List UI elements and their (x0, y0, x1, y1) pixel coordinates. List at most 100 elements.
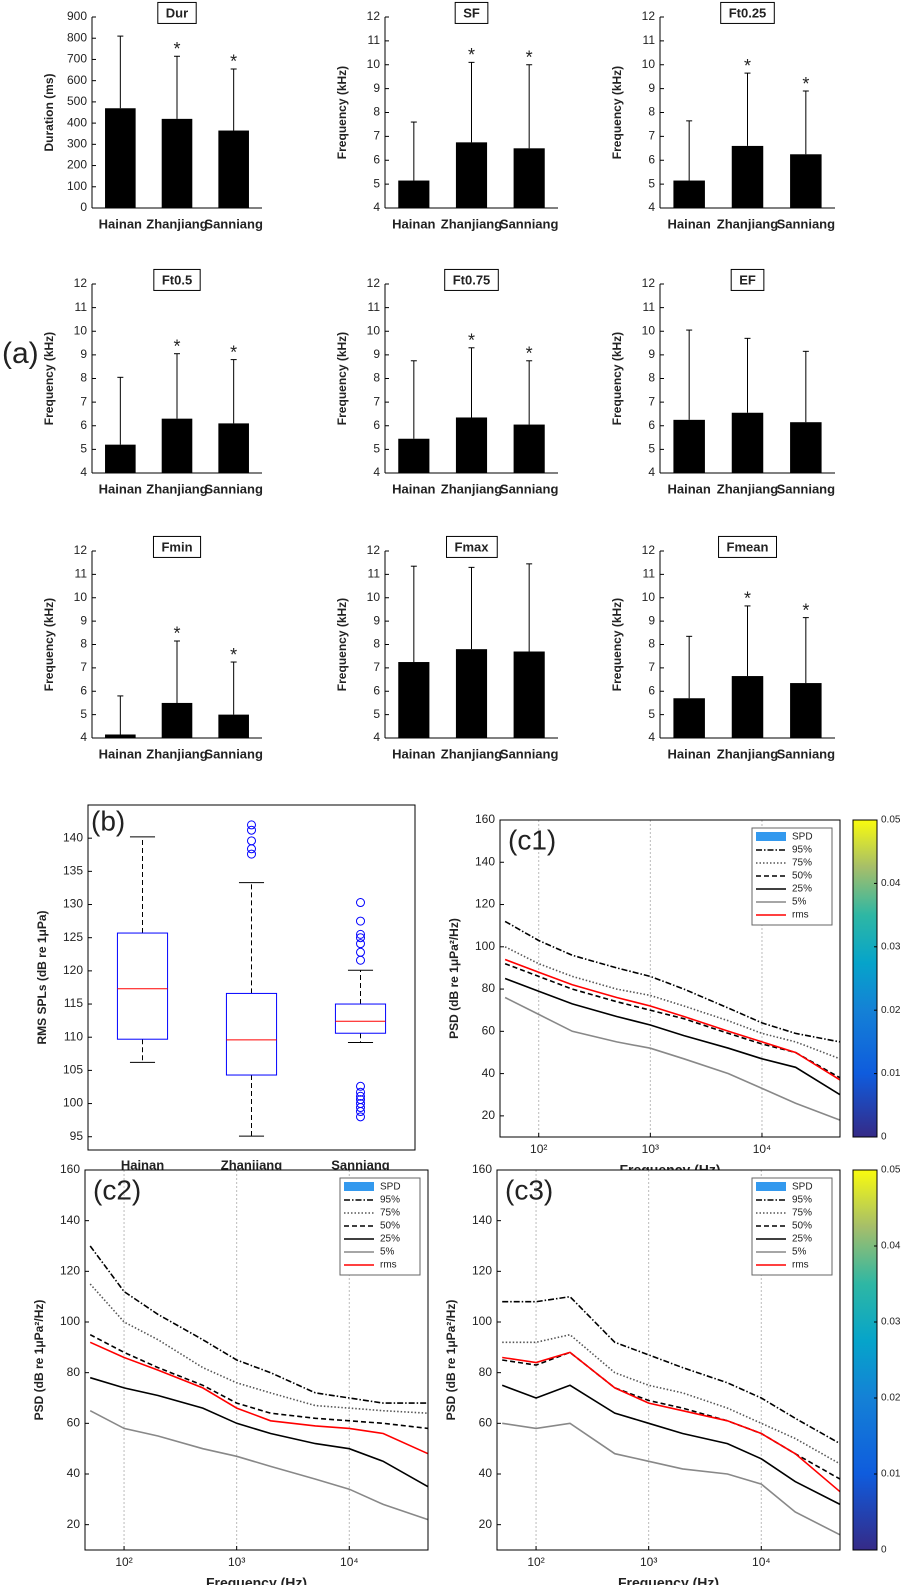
y-axis-label: Frequency (kHz) (335, 598, 349, 691)
title-box (446, 535, 498, 558)
x-tick-label: Zhanjiang (717, 481, 778, 496)
bar (790, 683, 822, 738)
y-axis-label: Frequency (kHz) (42, 598, 56, 691)
y-tick-label: 11 (75, 300, 88, 314)
outlier (356, 933, 365, 943)
legend-label: 25% (792, 1234, 812, 1245)
title-box (444, 268, 499, 291)
outlier (247, 820, 256, 830)
y-tick-label: 7 (648, 129, 655, 143)
y-tick-label: 5 (373, 707, 380, 721)
panel-label: (a) (2, 337, 39, 370)
y-tick-label: 9 (80, 613, 87, 627)
x-tick-label: Zhanjiang (221, 1157, 282, 1172)
bar (218, 714, 249, 738)
colorbar-tick-label: 0.05 (881, 815, 901, 826)
x-tick-label: Sanniang (500, 746, 559, 761)
legend-label: SPD (792, 1182, 813, 1193)
y-tick-label: 7 (373, 394, 380, 408)
y-tick-label: 4 (648, 465, 655, 479)
colorbar-tick-label: 0.03 (881, 941, 901, 952)
y-tick-label: 105 (63, 1063, 83, 1077)
y-tick-label: 10 (74, 323, 88, 337)
colorbar-tick-label: 0 (881, 1132, 887, 1143)
y-tick-label: 9 (648, 613, 655, 627)
colorbar-tick-label: 0.04 (881, 1241, 901, 1252)
x-tick-label: Sanniang (204, 746, 263, 761)
y-tick-label: 20 (482, 1108, 496, 1122)
significance-marker: * (230, 645, 237, 665)
bar (673, 419, 705, 473)
y-tick-label: 7 (373, 129, 380, 143)
outlier (356, 1091, 365, 1101)
bar (398, 438, 430, 473)
bar (513, 424, 545, 473)
chart-title: Ft0.25 (729, 5, 767, 20)
series-line (89, 1245, 428, 1404)
legend-label: rms (792, 910, 809, 921)
y-tick-label: 100 (67, 179, 87, 193)
significance-marker: * (468, 45, 475, 65)
series-line (504, 977, 841, 1096)
chart-title: SF (463, 5, 480, 20)
y-tick-label: 300 (67, 137, 87, 151)
y-tick-label: 11 (368, 567, 381, 581)
significance-marker: * (744, 56, 751, 76)
y-tick-label: 12 (642, 276, 656, 290)
bar (790, 154, 822, 208)
x-tick-label: Hainan (99, 216, 142, 231)
x-tick-label: Zhanjiang (717, 216, 778, 231)
legend-label: 50% (792, 871, 812, 882)
significance-marker: * (526, 344, 533, 364)
plot-frame (87, 804, 416, 1151)
outlier (356, 929, 365, 939)
panel-label: (c3) (505, 1174, 553, 1205)
y-tick-label: 4 (80, 465, 87, 479)
y-axis-label: PSD (dB re 1μPa²/Hz) (444, 1300, 458, 1421)
series-line (89, 1341, 429, 1455)
y-tick-label: 10 (367, 57, 381, 71)
y-tick-label: 100 (63, 1096, 83, 1110)
y-tick-label: 9 (80, 347, 87, 361)
y-tick-label: 11 (643, 567, 656, 581)
box (116, 932, 169, 1040)
outlier (356, 947, 365, 957)
y-tick-label: 8 (648, 637, 655, 651)
x-tick-label: 10³ (640, 1555, 657, 1569)
outlier (356, 1103, 365, 1113)
y-axis-label: Duration (ms) (42, 73, 56, 151)
significance-marker: * (744, 589, 751, 609)
x-tick-label: Zhanjiang (441, 216, 502, 231)
bar (161, 118, 193, 208)
series-line (501, 1384, 841, 1506)
y-tick-label: 12 (642, 9, 656, 23)
y-tick-label: 140 (475, 854, 495, 868)
y-tick-label: 100 (472, 1314, 492, 1328)
y-tick-label: 9 (373, 81, 380, 95)
outlier (247, 825, 256, 835)
y-tick-label: 130 (63, 897, 83, 911)
panel-label: (b) (91, 805, 125, 836)
y-tick-label: 200 (67, 158, 87, 172)
y-tick-label: 6 (648, 418, 655, 432)
y-tick-label: 8 (80, 371, 87, 385)
bar (731, 676, 764, 738)
outlier (247, 836, 256, 846)
series-line (504, 962, 841, 1079)
plot-frame (496, 1169, 841, 1551)
bar (731, 145, 764, 208)
series-line (504, 996, 841, 1121)
y-tick-label: 500 (67, 94, 87, 108)
legend-label: SPD (792, 832, 813, 843)
legend-label: 95% (792, 845, 812, 856)
y-tick-label: 11 (75, 567, 88, 581)
bar (161, 702, 193, 738)
outlier (356, 1107, 365, 1117)
y-tick-label: 4 (80, 730, 87, 744)
bar (105, 734, 136, 738)
y-tick-label: 900 (67, 9, 87, 23)
legend-swatch (756, 1182, 786, 1191)
series-line (502, 1295, 841, 1445)
legend-label: 5% (380, 1247, 395, 1258)
outlier (356, 1081, 365, 1091)
